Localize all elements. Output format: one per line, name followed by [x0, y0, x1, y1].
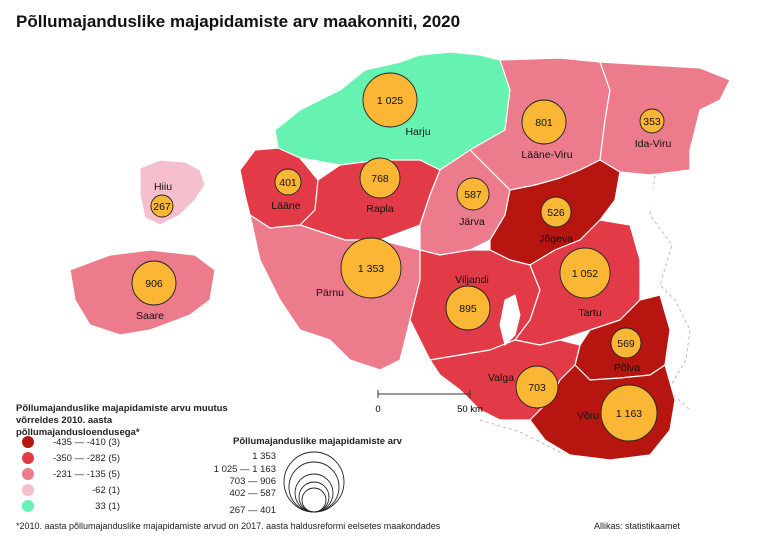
label-harju: Harju: [405, 126, 430, 138]
label-jarva: Järva: [459, 216, 485, 228]
value-ida-viru: 353: [643, 116, 661, 128]
value-voru: 1 163: [616, 408, 642, 420]
county-ida-viru: [599, 61, 731, 176]
size-legend-label: 703 — 906: [229, 476, 276, 487]
footnote: *2010. aasta põllumajanduslike majapidam…: [16, 521, 441, 531]
size-legend-label: 1 025 — 1 163: [213, 464, 276, 475]
label-jogeva: Jõgeva: [539, 233, 573, 245]
legend-item: -435 — -410 (3): [22, 435, 120, 449]
label-voru: Võru: [577, 410, 599, 422]
legend-item: -231 — -135 (5): [22, 467, 120, 481]
page-title: Põllumajanduslike majapidamiste arv maak…: [16, 12, 461, 31]
value-harju: 1 025: [377, 95, 403, 107]
label-hiiu: Hiiu: [154, 181, 172, 193]
circle-parnu: [340, 237, 402, 299]
size-legend-circles: [283, 451, 345, 513]
circle-rapla: [359, 157, 401, 199]
circle-valga: [515, 365, 559, 409]
value-jarva: 587: [464, 189, 482, 201]
legend-item: -62 (1): [22, 483, 120, 497]
circle-voru: [600, 384, 658, 442]
circle-harju: [362, 72, 418, 128]
value-hiiu: 267: [153, 201, 171, 213]
label-tartu: Tartu: [578, 307, 602, 319]
circle-saare: [131, 260, 177, 306]
lake: [499, 294, 521, 346]
county-symbols: 1 025 Harju 801 Lääne-Viru 353 Ida-Viru …: [131, 72, 672, 442]
value-tartu: 1 052: [572, 268, 598, 280]
value-laane-viru: 801: [535, 117, 553, 129]
source-note: Allikas: statistikaamet: [594, 521, 681, 531]
legend-title: Põllumajanduslike majapidamiste arvu muu…: [16, 403, 228, 438]
size-legend-label: 267 — 401: [229, 505, 276, 516]
legend-label: -231 — -135 (5): [52, 468, 120, 480]
county-hiiu: [139, 159, 206, 226]
legend-label: 33 (1): [95, 500, 120, 512]
value-valga: 703: [528, 382, 546, 394]
legend-item: 33 (1): [22, 499, 120, 513]
circle-laane-viru: [521, 99, 567, 145]
circle-jogeva: [540, 196, 572, 228]
value-polva: 569: [617, 338, 635, 350]
legend-label: -435 — -410 (3): [52, 436, 120, 448]
value-saare: 906: [145, 278, 163, 290]
label-laane-viru: Lääne-Viru: [521, 149, 572, 161]
scale-end-label: 50 km: [457, 404, 483, 415]
legend-swatch: [22, 500, 34, 512]
label-valga: Valga: [488, 372, 514, 384]
label-rapla: Rapla: [366, 203, 394, 215]
legend-swatch: [22, 436, 34, 448]
circle-ida-viru: [639, 108, 665, 134]
circle-jarva: [456, 177, 490, 211]
legend-item: -350 — -282 (5): [22, 451, 120, 465]
legend-swatch: [22, 452, 34, 464]
value-rapla: 768: [371, 173, 389, 185]
legend-swatch: [22, 484, 34, 496]
label-saare: Saare: [136, 310, 164, 322]
value-jogeva: 526: [547, 207, 565, 219]
label-viljandi: Viljandi: [455, 274, 489, 286]
border-line: [479, 419, 601, 457]
circle-polva: [610, 327, 642, 359]
size-legend-label: 402 — 587: [229, 488, 276, 499]
legend-label: -350 — -282 (5): [52, 452, 120, 464]
circle-tartu: [559, 247, 611, 299]
scale-bar: 0 50 km: [375, 390, 483, 415]
label-laane: Lääne: [271, 200, 300, 212]
circle-viljandi: [445, 285, 491, 331]
label-ida-viru: Ida-Viru: [635, 138, 672, 150]
value-viljandi: 895: [459, 303, 477, 315]
value-parnu: 1 353: [358, 263, 384, 275]
label-parnu: Pärnu: [316, 287, 344, 299]
size-legend-label: 1 353: [252, 451, 276, 462]
label-polva: Põlva: [614, 362, 640, 374]
value-laane: 401: [279, 177, 297, 189]
lake: [614, 171, 656, 226]
legend-label: -62 (1): [92, 484, 120, 496]
circle-hiiu: [150, 194, 174, 218]
circle-laane: [274, 168, 302, 196]
legend-swatch: [22, 468, 34, 480]
scale-start-label: 0: [375, 404, 380, 415]
size-legend-title: Põllumajanduslike majapidamiste arv: [233, 436, 402, 447]
